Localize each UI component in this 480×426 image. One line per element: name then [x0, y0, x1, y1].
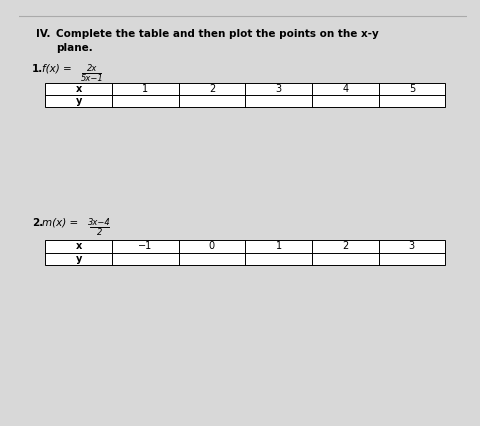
Text: x: x [75, 242, 82, 251]
Text: x: x [75, 84, 82, 94]
Text: 1: 1 [142, 84, 148, 94]
Bar [45, 240, 444, 265]
Text: −1: −1 [138, 242, 152, 251]
Text: IV.: IV. [36, 29, 50, 40]
Bar [45, 83, 444, 107]
Text: m(x) =: m(x) = [41, 218, 78, 227]
Text: 2: 2 [96, 228, 102, 237]
Text: y: y [75, 96, 82, 106]
Text: f(x) =: f(x) = [41, 63, 71, 74]
Text: plane.: plane. [56, 43, 93, 53]
Text: 4: 4 [341, 84, 348, 94]
Text: 1.: 1. [32, 63, 43, 74]
Text: 5x−1: 5x−1 [80, 74, 103, 83]
Text: Complete the table and then plot the points on the x-y: Complete the table and then plot the poi… [56, 29, 378, 40]
Text: 3: 3 [408, 242, 414, 251]
Text: 3x−4: 3x−4 [88, 218, 110, 227]
Text: 5: 5 [408, 84, 414, 94]
Text: 1: 1 [275, 242, 281, 251]
Text: y: y [75, 254, 82, 264]
Text: 2: 2 [208, 84, 215, 94]
Text: 0: 0 [208, 242, 215, 251]
Text: 2x: 2x [86, 63, 97, 72]
Text: 2: 2 [341, 242, 348, 251]
Text: 3: 3 [275, 84, 281, 94]
Text: 2.: 2. [32, 218, 43, 227]
